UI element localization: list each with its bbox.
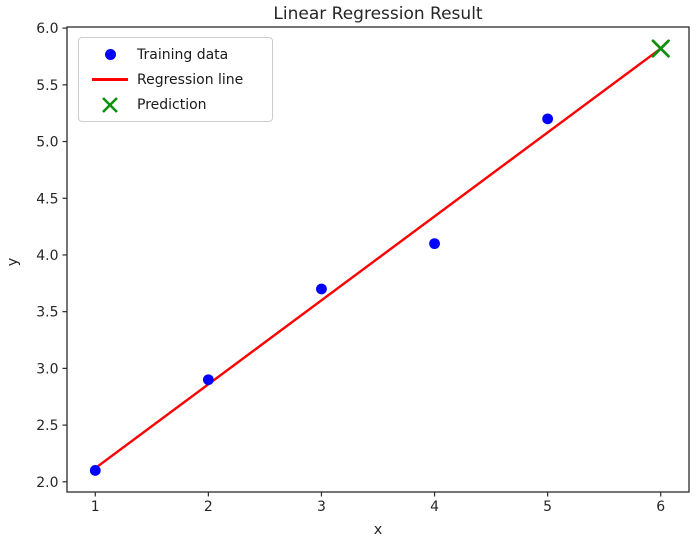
chart-title: Linear Regression Result	[273, 4, 482, 24]
y-tick-label: 5.5	[36, 78, 58, 94]
y-tick-label: 5.0	[36, 135, 58, 151]
plot-border	[66, 26, 690, 493]
legend-label-training-data: Training data	[137, 46, 229, 63]
training-point	[542, 113, 554, 125]
legend-label-regression-line: Regression line	[137, 71, 244, 88]
prediction-marker	[651, 39, 670, 58]
legend: Training data Regression line Prediction	[78, 37, 273, 122]
y-tick-label: 4.0	[36, 248, 58, 264]
legend-item-prediction: Prediction	[87, 92, 264, 117]
y-tick-label: 6.0	[36, 21, 58, 37]
legend-item-regression-line: Regression line	[87, 67, 264, 92]
data-series	[89, 39, 670, 476]
legend-item-training-data: Training data	[87, 42, 264, 67]
y-tick-label: 3.5	[36, 305, 58, 321]
x-axis-label: x	[374, 522, 383, 538]
training-data-dot-icon	[87, 49, 133, 60]
training-point	[202, 374, 214, 386]
prediction-x-marker-icon	[87, 96, 133, 114]
training-point	[316, 283, 327, 295]
x-tick-label: 5	[543, 499, 552, 515]
x-tick-label: 4	[430, 499, 439, 515]
training-point	[429, 238, 440, 250]
x-tick-label: 1	[91, 499, 100, 515]
y-tick-label: 2.5	[36, 418, 58, 434]
x-tick-label: 6	[656, 499, 665, 515]
regression-line	[94, 47, 662, 470]
regression-line-icon	[87, 78, 133, 81]
x-tick-label: 3	[317, 499, 326, 515]
y-tick-label: 3.0	[36, 361, 58, 377]
y-tick-label: 2.0	[36, 475, 58, 491]
legend-label-prediction: Prediction	[137, 96, 207, 113]
y-tick-label: 4.5	[36, 191, 58, 207]
training-point	[89, 465, 101, 476]
axes: 1 2 3 4 5 6 2.0 2.5 3.0 3.5 4.0 4.5 5.0 5.5 6.0	[36, 21, 690, 515]
y-axis-label: y	[5, 257, 21, 266]
x-tick-label: 2	[204, 499, 213, 515]
